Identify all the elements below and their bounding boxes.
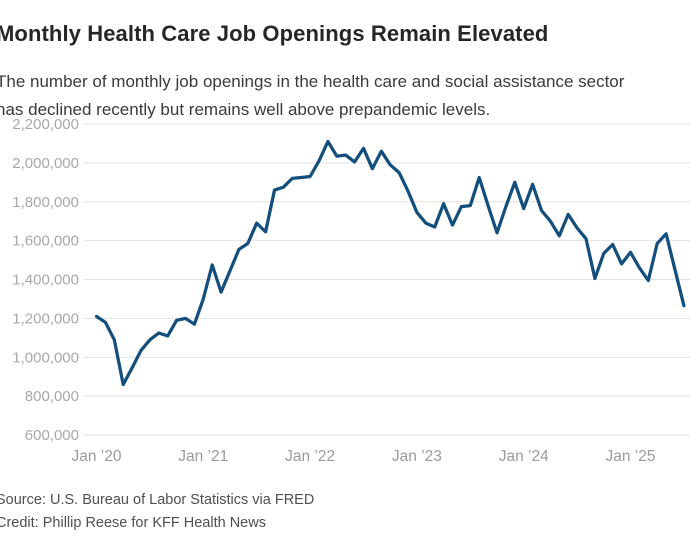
x-axis-tick-label: Jan ’25 xyxy=(606,448,656,465)
y-axis-tick-label: 1,400,000 xyxy=(12,272,79,289)
y-axis-tick-label: 2,200,000 xyxy=(12,116,79,133)
x-axis-tick-label: Jan ’22 xyxy=(285,448,335,465)
page-title: Monthly Health Care Job Openings Remain … xyxy=(0,20,549,46)
y-axis-tick-label: 2,000,000 xyxy=(12,155,79,172)
y-axis-tick-label: 1,000,000 xyxy=(12,349,79,366)
x-axis-tick-label: Jan ’20 xyxy=(72,448,122,465)
data-line xyxy=(94,139,686,387)
credit-note: Credit: Phillip Reese for KFF Health New… xyxy=(0,515,266,531)
y-axis-tick-label: 1,200,000 xyxy=(12,310,79,327)
y-axis-tick-label: 600,000 xyxy=(25,427,79,444)
chart-subtitle: The number of monthly job openings in th… xyxy=(0,72,625,119)
x-axis-tick-label: Jan ’24 xyxy=(499,448,549,465)
source-note: Source: U.S. Bureau of Labor Statistics … xyxy=(0,492,315,508)
y-axis-tick-label: 800,000 xyxy=(25,388,79,405)
x-axis-tick-label: Jan ’21 xyxy=(178,448,228,465)
y-axis-tick-label: 1,600,000 xyxy=(12,233,79,250)
y-axis-tick-label: 1,800,000 xyxy=(12,194,79,211)
x-axis-tick-label: Jan ’23 xyxy=(392,448,442,465)
